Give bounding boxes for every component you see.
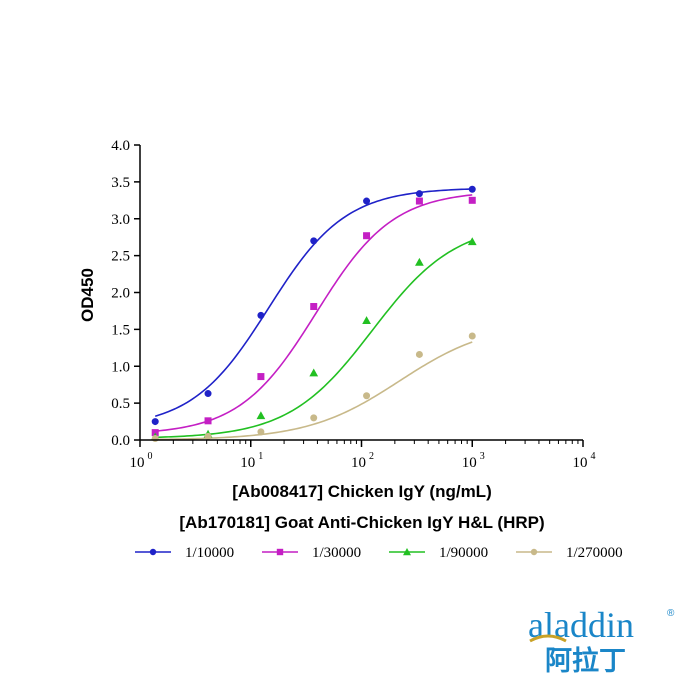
data-point-series-1: [363, 197, 371, 205]
x-tick-label: 10: [351, 455, 366, 471]
legend-marker: [530, 548, 538, 556]
fit-curve-series-1: [154, 188, 473, 417]
legend-label: 1/270000: [566, 545, 623, 561]
y-tick-label: 3.5: [111, 175, 130, 191]
logo-cjk: 阿拉丁: [545, 645, 626, 677]
x-tick-exponent: 3: [480, 451, 485, 462]
y-tick-label: 0.5: [111, 396, 130, 412]
legend-marker: [403, 548, 411, 556]
logo-registered-mark: ®: [667, 608, 675, 619]
data-point-series-2: [310, 303, 318, 311]
y-axis-title: OD450: [78, 268, 97, 322]
data-point-series-2: [363, 232, 371, 240]
y-tick-label: 3.0: [111, 212, 130, 228]
data-point-series-4: [363, 392, 371, 400]
x-tick-label: 10: [462, 455, 477, 471]
data-point-series-1: [468, 185, 476, 193]
data-point-series-1: [257, 311, 265, 319]
y-tick-label: 1.0: [111, 359, 130, 375]
data-point-series-2: [257, 373, 265, 381]
y-tick-label: 2.0: [111, 286, 130, 302]
data-point-series-2: [415, 197, 423, 205]
logo-wordmark: aladdin: [528, 605, 634, 645]
data-point-series-2: [468, 196, 476, 204]
x-tick-label: 10: [240, 455, 255, 471]
x-tick-exponent: 0: [148, 451, 153, 462]
data-point-series-4: [415, 350, 423, 358]
data-point-series-3: [256, 411, 266, 420]
data-point-series-3: [309, 368, 319, 377]
y-tick-label: 4.0: [111, 138, 130, 154]
data-point-series-4: [151, 435, 159, 443]
data-point-series-4: [204, 432, 212, 440]
legend-label: 1/10000: [185, 545, 234, 561]
legend: 1/10000 1/30000 1/90000 1/270000: [135, 545, 623, 561]
y-tick-label: 1.5: [111, 322, 130, 338]
data-point-series-1: [204, 390, 212, 398]
data-point-series-2: [151, 429, 159, 437]
aladdin-logo: aladdin ® 阿拉丁: [528, 605, 675, 677]
logo-accent-swoosh: [529, 634, 567, 643]
data-point-series-1: [415, 190, 423, 198]
x-tick-exponent: 2: [369, 451, 374, 462]
x-axis-title-line-2: [Ab170181] Goat Anti-Chicken IgY H&L (HR…: [179, 513, 544, 532]
data-point-series-1: [310, 237, 318, 245]
data-point-series-3: [415, 257, 424, 266]
data-point-series-1: [151, 418, 159, 426]
x-tick-exponent: 1: [258, 451, 263, 462]
y-tick-label: 2.5: [111, 249, 130, 265]
data-point-series-4: [257, 428, 265, 436]
data-point-series-4: [310, 414, 318, 422]
data-point-series-2: [204, 417, 212, 425]
x-tick-label: 10: [573, 455, 588, 471]
legend-label: 1/30000: [312, 545, 361, 561]
legend-marker: [276, 548, 284, 556]
y-tick-label: 0.0: [111, 433, 130, 449]
fit-curve-series-3: [155, 239, 473, 439]
x-tick-label: 10: [130, 455, 145, 471]
legend-marker: [149, 548, 157, 556]
data-point-series-3: [467, 237, 477, 246]
data-point-series-3: [362, 316, 371, 325]
x-axis-title-line-1: [Ab008417] Chicken IgY (ng/mL): [232, 482, 491, 501]
x-tick-exponent: 4: [591, 451, 596, 462]
legend-label: 1/90000: [439, 545, 488, 561]
data-point-series-4: [468, 332, 476, 340]
